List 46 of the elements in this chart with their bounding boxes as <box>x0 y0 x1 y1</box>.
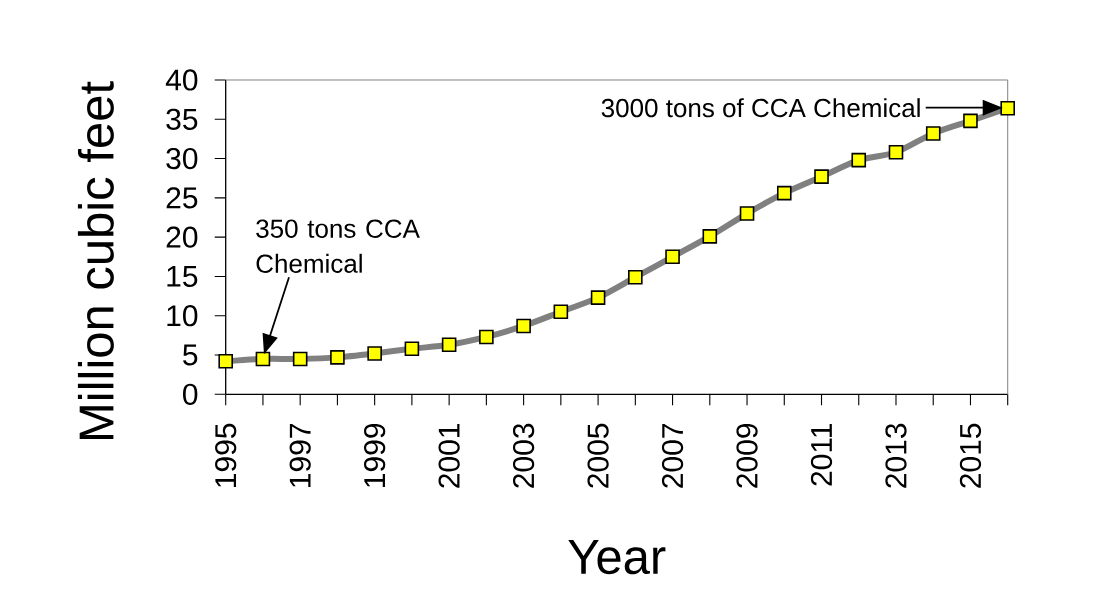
x-tick-label: 2011 <box>810 423 833 486</box>
y-tick-label: 40 <box>165 69 198 91</box>
point <box>665 249 680 265</box>
y-tick-label: 25 <box>166 187 198 209</box>
point <box>702 229 718 244</box>
x-tick-label: 2013 <box>885 423 907 488</box>
y-tick-label: 10 <box>167 305 198 327</box>
point <box>963 113 978 129</box>
y-axis-title: Million cubic feet <box>77 81 114 440</box>
point <box>404 341 420 357</box>
x-tick-label: 1999 <box>364 423 386 487</box>
x-tick-label: 2003 <box>512 423 535 488</box>
y-tick-label: 35 <box>166 108 198 130</box>
annotation: 350 tons CCA Chemical <box>256 219 420 273</box>
point <box>851 152 867 168</box>
x-tick-label: 1997 <box>289 424 311 487</box>
y-tick-label: 20 <box>166 226 198 248</box>
point <box>516 318 531 334</box>
annotation: 3000 tons of CCA Chemical <box>601 98 920 118</box>
x-tick-label: 2009 <box>736 423 758 488</box>
point <box>814 169 829 184</box>
x-tick-label: 2001 <box>438 423 460 488</box>
point <box>925 126 941 141</box>
point <box>330 350 345 365</box>
point <box>888 144 904 160</box>
point <box>255 351 271 367</box>
point <box>479 329 494 345</box>
point <box>441 337 457 353</box>
x-tick-label: 2015 <box>959 423 982 488</box>
point <box>628 269 643 285</box>
point <box>776 185 792 201</box>
x-tick-label: 2007 <box>661 424 684 488</box>
point <box>1000 100 1016 116</box>
y-tick-label: 30 <box>166 147 198 170</box>
y-tick-label: 5 <box>183 344 198 366</box>
point <box>367 346 382 361</box>
point <box>553 304 569 320</box>
x-axis-title: Year <box>568 540 666 575</box>
x-tick-label: 1995 <box>215 423 237 487</box>
point <box>218 354 233 369</box>
y-tick-label: 0 <box>183 383 198 405</box>
point <box>292 351 308 367</box>
y-tick-label: 15 <box>167 265 198 287</box>
point <box>590 290 606 305</box>
point <box>739 206 755 221</box>
x-tick-label: 2005 <box>587 423 609 488</box>
